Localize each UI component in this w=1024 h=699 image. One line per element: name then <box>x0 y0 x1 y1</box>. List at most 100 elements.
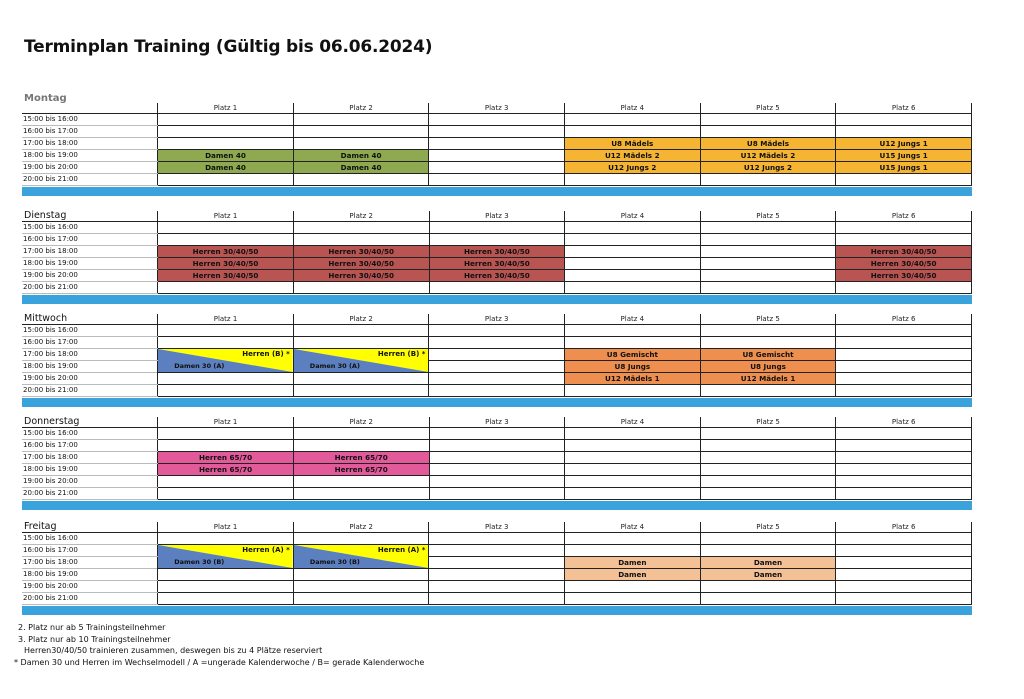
training-slot: U12 Jungs 1 <box>835 137 972 150</box>
empty-slot <box>292 475 430 488</box>
empty-slot <box>428 161 565 174</box>
split-diagonal <box>158 349 293 372</box>
court-header: Platz 1 <box>157 314 294 325</box>
empty-slot <box>564 451 701 464</box>
court-header: Platz 5 <box>700 211 837 222</box>
empty-slot <box>157 221 294 234</box>
empty-slot <box>835 173 972 186</box>
empty-slot <box>428 532 566 545</box>
empty-slot <box>835 439 972 452</box>
time-slot: 17:00 bis 18:00 <box>22 245 159 258</box>
header-blank <box>22 522 158 533</box>
court-header: Platz 5 <box>700 314 837 325</box>
empty-slot <box>563 384 701 397</box>
split-label-bottom: Damen 30 (A) <box>174 362 225 370</box>
court-header: Platz 3 <box>428 314 565 325</box>
time-slot: 20:00 bis 21:00 <box>22 592 159 605</box>
empty-slot <box>835 568 972 581</box>
court-header: Platz 6 <box>835 211 972 222</box>
empty-slot <box>292 427 430 440</box>
training-slot: U8 Jungs <box>563 360 701 373</box>
time-slot: 20:00 bis 21:00 <box>22 281 159 294</box>
empty-slot <box>428 281 566 294</box>
split-diagonal <box>158 545 293 568</box>
time-row: 15:00 bis 16:00 <box>22 427 972 440</box>
time-slot: 19:00 bis 20:00 <box>22 372 159 385</box>
court-header: Platz 4 <box>564 417 701 428</box>
day-separator-bar <box>22 187 972 196</box>
time-slot: 19:00 bis 20:00 <box>22 269 159 282</box>
empty-slot <box>564 544 701 557</box>
time-row: 18:00 bis 19:00 Herren 65/70 Herren 65/70 <box>22 463 972 476</box>
empty-slot <box>835 451 972 464</box>
empty-slot <box>292 568 430 581</box>
empty-slot <box>699 233 837 246</box>
empty-slot <box>428 463 566 476</box>
empty-slot <box>428 324 565 337</box>
empty-slot <box>428 487 566 500</box>
training-slot: Damen <box>564 568 701 581</box>
schedule-table: Platz 1 Platz 2 Platz 3 Platz 4 Platz 5 Platz… <box>22 211 972 294</box>
empty-slot <box>699 592 837 605</box>
court-header: Platz 2 <box>293 314 430 325</box>
empty-slot <box>157 173 294 186</box>
split-label-bottom: Damen 30 (B) <box>309 558 360 566</box>
training-slot: Herren 30/40/50 <box>292 269 430 282</box>
empty-slot <box>157 281 294 294</box>
time-row: 17:00 bis 18:00 Herren (B) * Damen 30 (A) H… <box>22 348 972 373</box>
court-header: Platz 6 <box>835 417 972 428</box>
empty-slot <box>157 532 294 545</box>
time-row: 20:00 bis 21:00 <box>22 592 972 605</box>
training-slot: U8 Mädels <box>699 137 837 150</box>
time-slot: 17:00 bis 18:00 <box>22 556 159 569</box>
alternating-slot: Herren (B) * Damen 30 (A) <box>292 348 430 373</box>
empty-slot <box>292 233 430 246</box>
time-row: 16:00 bis 17:00 <box>22 125 972 138</box>
empty-slot <box>835 233 972 246</box>
training-slot: U8 Gemischt <box>563 348 701 361</box>
court-header: Platz 4 <box>564 103 701 114</box>
empty-slot <box>699 324 837 337</box>
empty-slot <box>835 580 972 593</box>
empty-slot <box>564 281 701 294</box>
split-label-top: Herren (A) * <box>242 546 290 554</box>
time-slot: 16:00 bis 17:00 <box>22 544 159 557</box>
court-header: Platz 1 <box>157 417 294 428</box>
schedule-table: Platz 1 Platz 2 Platz 3 Platz 4 Platz 5 Platz… <box>22 417 972 500</box>
empty-slot <box>428 233 566 246</box>
empty-slot <box>835 544 972 557</box>
empty-slot <box>699 580 837 593</box>
training-slot: Herren 65/70 <box>157 463 294 476</box>
court-header: Platz 1 <box>157 522 294 533</box>
time-row: 19:00 bis 20:00 <box>22 475 972 488</box>
training-slot: U12 Mädels 2 <box>699 149 837 162</box>
training-slot: Herren 30/40/50 <box>428 269 566 282</box>
empty-slot <box>564 592 701 605</box>
empty-slot <box>428 568 566 581</box>
empty-slot <box>428 544 566 557</box>
time-row: 16:00 bis 17:00 <box>22 439 972 452</box>
training-slot: Herren 30/40/50 <box>428 245 566 258</box>
empty-slot <box>699 281 837 294</box>
header-blank <box>22 417 158 428</box>
empty-slot <box>292 439 430 452</box>
empty-slot <box>157 137 294 150</box>
empty-slot <box>292 336 430 349</box>
empty-slot <box>563 324 701 337</box>
empty-slot <box>699 269 837 282</box>
empty-slot <box>428 137 565 150</box>
time-slot: 18:00 bis 19:00 <box>22 360 159 373</box>
empty-slot <box>292 173 430 186</box>
empty-slot <box>835 113 972 126</box>
training-slot: Herren 30/40/50 <box>835 245 972 258</box>
empty-slot <box>699 475 837 488</box>
empty-slot <box>428 451 566 464</box>
court-header: Platz 5 <box>700 522 837 533</box>
empty-slot <box>428 580 566 593</box>
empty-slot <box>292 532 430 545</box>
time-slot: 19:00 bis 20:00 <box>22 161 159 174</box>
empty-slot <box>292 281 430 294</box>
training-slot: Herren 30/40/50 <box>157 269 294 282</box>
empty-slot <box>699 257 837 270</box>
empty-slot <box>428 173 565 186</box>
